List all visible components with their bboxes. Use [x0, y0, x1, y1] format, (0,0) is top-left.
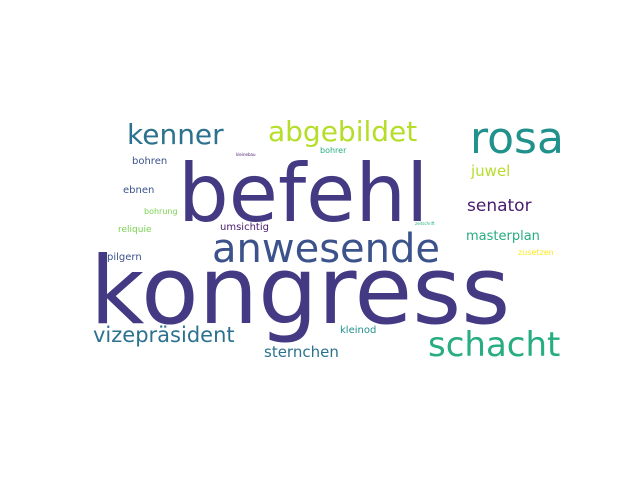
word-abgebildet: abgebildet [268, 115, 418, 148]
word-vizepraesident: vizepräsident [93, 323, 235, 347]
word-zusetzen: zusetzen [518, 248, 554, 257]
word-schacht: schacht [428, 325, 561, 365]
word-kongress: kongress [90, 237, 511, 346]
word-umsichtig: umsichtig [220, 222, 269, 233]
word-senator: senator [467, 196, 532, 216]
word-zeitschrift: zeitschrift [415, 221, 435, 226]
word-befehl: befehl [178, 147, 429, 240]
word-juwel: juwel [471, 162, 511, 180]
word-anwesende: anwesende [212, 226, 440, 272]
word-bohren: bohren [132, 156, 168, 167]
word-kleinod: kleinod [340, 325, 377, 336]
word-sternchen: sternchen [264, 343, 339, 361]
word-rosa: rosa [470, 113, 564, 164]
word-pilgern: pilgern [107, 252, 142, 263]
word-kleinebau: kleinebau [236, 152, 256, 157]
word-bohrer: bohrer [320, 146, 347, 155]
word-bohrung: bohrung [144, 207, 178, 216]
word-reliquie: reliquie [118, 225, 152, 235]
word-ebnen: ebnen [123, 185, 155, 196]
word-masterplan: masterplan [466, 229, 540, 244]
word-kenner: kenner [127, 118, 224, 151]
